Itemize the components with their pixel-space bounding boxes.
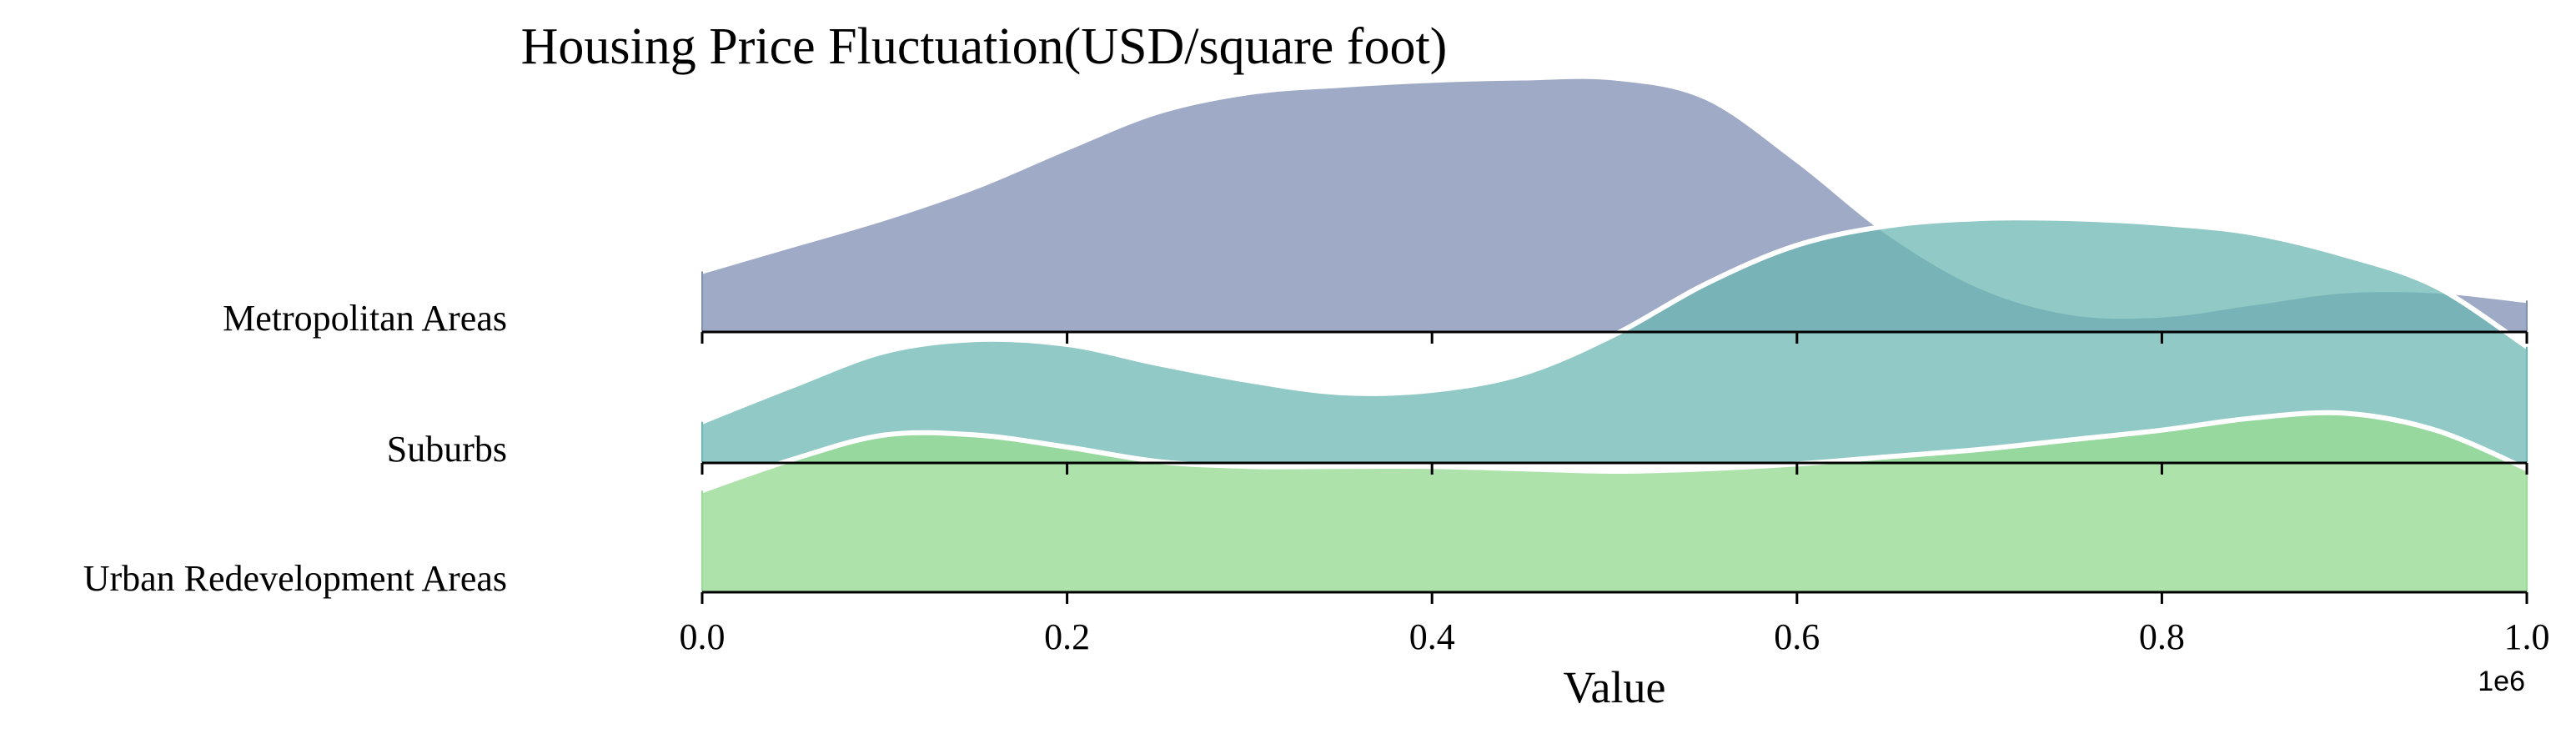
x-tick-label: 0.4 — [1409, 616, 1455, 657]
x-axis-offset-label: 1e6 — [2478, 666, 2525, 697]
ridge-area-metropolitan-areas — [702, 76, 2527, 332]
x-tick-label: 0.0 — [680, 616, 726, 657]
axes: Metropolitan Areas Suburbs Urban Redevelop… — [83, 298, 2550, 657]
ridge-label-suburbs: Suburbs — [387, 429, 507, 470]
x-axis-label: Value — [1564, 662, 1666, 712]
x-tick-label: 0.2 — [1044, 616, 1090, 657]
ridge-outline-urban-redevelopment-areas — [701, 410, 2528, 494]
ridges — [700, 73, 2528, 592]
x-tick-label: 0.8 — [2139, 616, 2185, 657]
ridge-area-urban-redevelopment-areas — [702, 412, 2527, 592]
x-tick-label: 0.6 — [1774, 616, 1820, 657]
chart-title: Housing Price Fluctuation(USD/square foo… — [521, 18, 1448, 75]
ridge-label-urban-redevelopment-areas: Urban Redevelopment Areas — [83, 558, 507, 599]
x-tick-label: 1.0 — [2504, 616, 2550, 657]
ridge-outline-suburbs — [700, 215, 2528, 425]
ridge-area-suburbs — [702, 218, 2527, 463]
ridge-label-metropolitan-areas: Metropolitan Areas — [223, 298, 507, 339]
